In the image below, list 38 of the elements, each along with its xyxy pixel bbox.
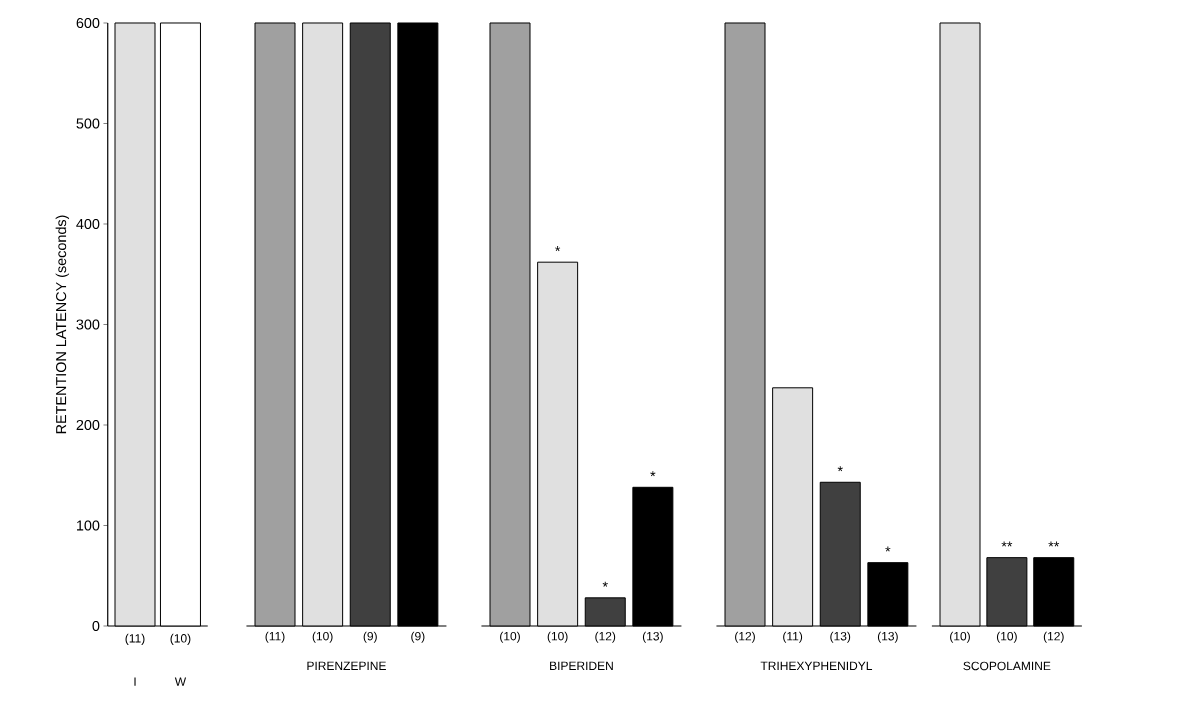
data-label: * bbox=[555, 246, 561, 252]
x-axis-title: TRIHEXYPHENIDYL bbox=[760, 661, 873, 670]
x-tick-label: (12) bbox=[595, 631, 616, 643]
x-tick-label: (10) bbox=[950, 631, 970, 643]
data-label: * bbox=[650, 471, 656, 477]
x-tick-label: (11) bbox=[125, 633, 145, 645]
x-tick-label: (12) bbox=[1043, 631, 1064, 643]
x-axis-title: BIPERIDEN bbox=[550, 661, 613, 670]
y-tick-label: 100 bbox=[77, 520, 100, 531]
x-tick-label: (12) bbox=[735, 631, 755, 643]
y-tick-label: 0 bbox=[92, 620, 100, 632]
x-axis-title: PIRENZEPINE bbox=[307, 661, 386, 670]
data-label: ** bbox=[1001, 541, 1013, 547]
y-axis-title: RETENTION LATENCY (seconds) bbox=[55, 215, 70, 434]
x-tick-label: (9) bbox=[363, 631, 377, 643]
x-axis-title: SCOPOLAMINE bbox=[963, 661, 1051, 671]
x-tick-label: (13) bbox=[830, 631, 851, 643]
data-label: ** bbox=[1048, 541, 1060, 547]
x-tick-label: (13) bbox=[877, 631, 898, 643]
x-tick-label: (10) bbox=[312, 631, 333, 643]
x-tick-label: (13) bbox=[642, 631, 663, 643]
data-label: * bbox=[837, 466, 843, 472]
x-tick-label: (10) bbox=[500, 631, 520, 643]
text: I bbox=[134, 677, 136, 686]
x-tick-label: (10) bbox=[170, 633, 191, 645]
data-label: * bbox=[885, 546, 891, 552]
x-tick-label: (9) bbox=[411, 631, 425, 643]
y-tick-label: 300 bbox=[76, 319, 100, 330]
x-tick-label: (11) bbox=[265, 631, 285, 643]
x-tick-label: (10) bbox=[996, 631, 1017, 643]
y-tick-label: 500 bbox=[76, 118, 100, 129]
y-tick-label: 600 bbox=[76, 17, 100, 29]
text: W bbox=[174, 677, 187, 686]
y-tick-label: 200 bbox=[76, 419, 100, 431]
x-tick-label: (10) bbox=[547, 631, 568, 643]
data-label: * bbox=[602, 581, 608, 587]
x-tick-label: (11) bbox=[783, 631, 803, 643]
y-tick-label: 400 bbox=[76, 218, 100, 230]
